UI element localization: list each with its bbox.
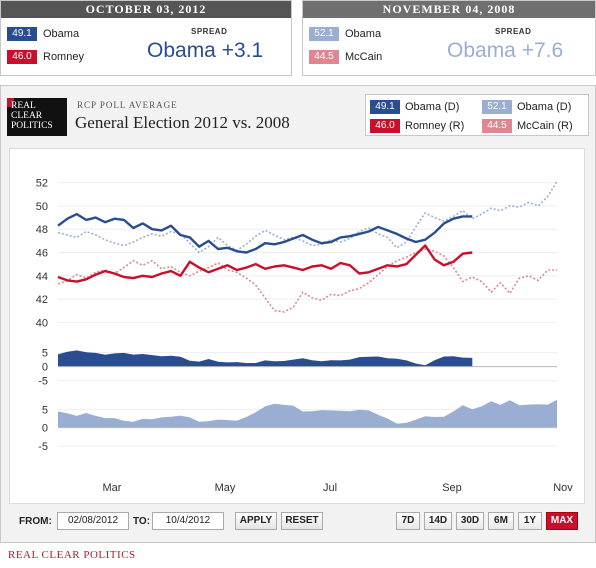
y-tick-label: 5 xyxy=(42,404,48,416)
range-6m-button[interactable]: 6M xyxy=(488,512,514,530)
y-tick-label: 42 xyxy=(36,294,48,306)
from-date-input[interactable]: 02/08/2012 xyxy=(57,512,129,530)
spread-2012-area xyxy=(58,350,473,367)
to-label: TO: xyxy=(133,516,151,527)
previous-row-obama: 52.1 Obama xyxy=(309,26,381,42)
legend-item-obama-2008: 52.1 Obama (D) xyxy=(482,100,571,114)
chart-title: General Election 2012 vs. 2008 xyxy=(75,113,290,132)
y-tick-label: 46 xyxy=(36,248,48,260)
y-tick-label: 50 xyxy=(36,201,48,213)
current-spread-value: Obama +3.1 xyxy=(147,39,264,62)
from-label: FROM: xyxy=(19,516,52,527)
y-tick-label: 0 xyxy=(42,362,48,374)
y-tick-label: -5 xyxy=(38,441,48,453)
spread-2008-area xyxy=(58,399,557,428)
chart-subtitle: RCP POLL AVERAGE xyxy=(77,100,178,110)
legend-label-obama-2008: Obama (D) xyxy=(517,101,572,113)
previous-obama-name: Obama xyxy=(345,28,382,40)
plot-area[interactable]: 40 42 44 46 48 50 52 5 0 -5 5 0 -5 Mar May Jul Sep Nov xyxy=(9,148,585,504)
legend-value-romney: 46.0 xyxy=(370,119,400,133)
previous-summary-panel: NOVEMBER 04, 2008 52.1 Obama 44.5 McCain… xyxy=(302,0,596,76)
legend-label-mccain: McCain (R) xyxy=(517,120,573,132)
range-1y-button[interactable]: 1Y xyxy=(518,512,542,530)
current-spread-label: SPREAD xyxy=(191,27,228,36)
apply-button[interactable]: APPLY xyxy=(235,512,277,530)
rcp-logo: REAL CLEAR POLITICS xyxy=(7,98,67,136)
y-tick-label: 40 xyxy=(36,317,48,329)
previous-mccain-value: 44.5 xyxy=(309,50,339,64)
x-tick-label: Sep xyxy=(442,482,462,494)
x-tick-label: Jul xyxy=(323,482,337,494)
legend-value-obama-2012: 49.1 xyxy=(370,100,400,114)
y-tick-label: 52 xyxy=(36,178,48,190)
legend-item-romney: 46.0 Romney (R) xyxy=(370,119,464,133)
x-tick-label: May xyxy=(215,482,236,494)
previous-spread-label: SPREAD xyxy=(495,27,532,36)
current-row-obama: 49.1 Obama xyxy=(7,26,79,42)
footer-brand[interactable]: REAL CLEAR POLITICS xyxy=(8,549,136,561)
current-row-romney: 46.0 Romney xyxy=(7,49,84,65)
logo-line-1: REAL xyxy=(11,101,36,111)
range-max-button[interactable]: MAX xyxy=(546,512,578,530)
legend-label-romney: Romney (R) xyxy=(405,120,465,132)
y-tick-label: 0 xyxy=(42,423,48,435)
current-romney-name: Romney xyxy=(43,51,84,63)
logo-line-3: POLITICS xyxy=(11,121,53,131)
current-obama-name: Obama xyxy=(43,28,80,40)
previous-obama-value: 52.1 xyxy=(309,27,339,41)
series-line xyxy=(57,181,558,254)
range-30d-button[interactable]: 30D xyxy=(456,512,484,530)
legend-item-mccain: 44.5 McCain (R) xyxy=(482,119,573,133)
current-obama-value: 49.1 xyxy=(7,27,37,41)
to-date-input[interactable]: 10/4/2012 xyxy=(152,512,224,530)
x-tick-label: Mar xyxy=(103,482,122,494)
logo-line-2: CLEAR xyxy=(11,111,43,121)
chart-legend: 49.1 Obama (D) 52.1 Obama (D) 46.0 Romne… xyxy=(365,94,589,136)
chart-controls: FROM: 02/08/2012 TO: 10/4/2012 APPLY RES… xyxy=(9,509,585,535)
previous-row-mccain: 44.5 McCain xyxy=(309,49,382,65)
previous-mccain-name: McCain xyxy=(345,51,383,63)
current-summary-panel: OCTOBER 03, 2012 49.1 Obama 46.0 Romney … xyxy=(0,0,292,76)
logo-accent xyxy=(7,98,14,107)
y-tick-label: -5 xyxy=(38,376,48,388)
current-romney-value: 46.0 xyxy=(7,50,37,64)
y-tick-label: 5 xyxy=(42,348,48,360)
series-line xyxy=(57,244,473,283)
previous-date: NOVEMBER 04, 2008 xyxy=(303,1,595,18)
series-line xyxy=(57,248,557,313)
previous-spread-value: Obama +7.6 xyxy=(447,39,564,62)
y-tick-label: 48 xyxy=(36,224,48,236)
range-14d-button[interactable]: 14D xyxy=(424,512,452,530)
range-7d-button[interactable]: 7D xyxy=(396,512,420,530)
legend-value-obama-2008: 52.1 xyxy=(482,100,512,114)
x-tick-label: Nov xyxy=(553,482,573,494)
series-line xyxy=(57,212,473,254)
legend-label-obama-2012: Obama (D) xyxy=(405,101,460,113)
chart-container: REAL CLEAR POLITICS RCP POLL AVERAGE Gen… xyxy=(0,85,596,543)
legend-item-obama-2012: 49.1 Obama (D) xyxy=(370,100,459,114)
current-date: OCTOBER 03, 2012 xyxy=(1,1,291,18)
legend-value-mccain: 44.5 xyxy=(482,119,512,133)
reset-button[interactable]: RESET xyxy=(281,512,323,530)
y-tick-label: 44 xyxy=(36,271,48,283)
